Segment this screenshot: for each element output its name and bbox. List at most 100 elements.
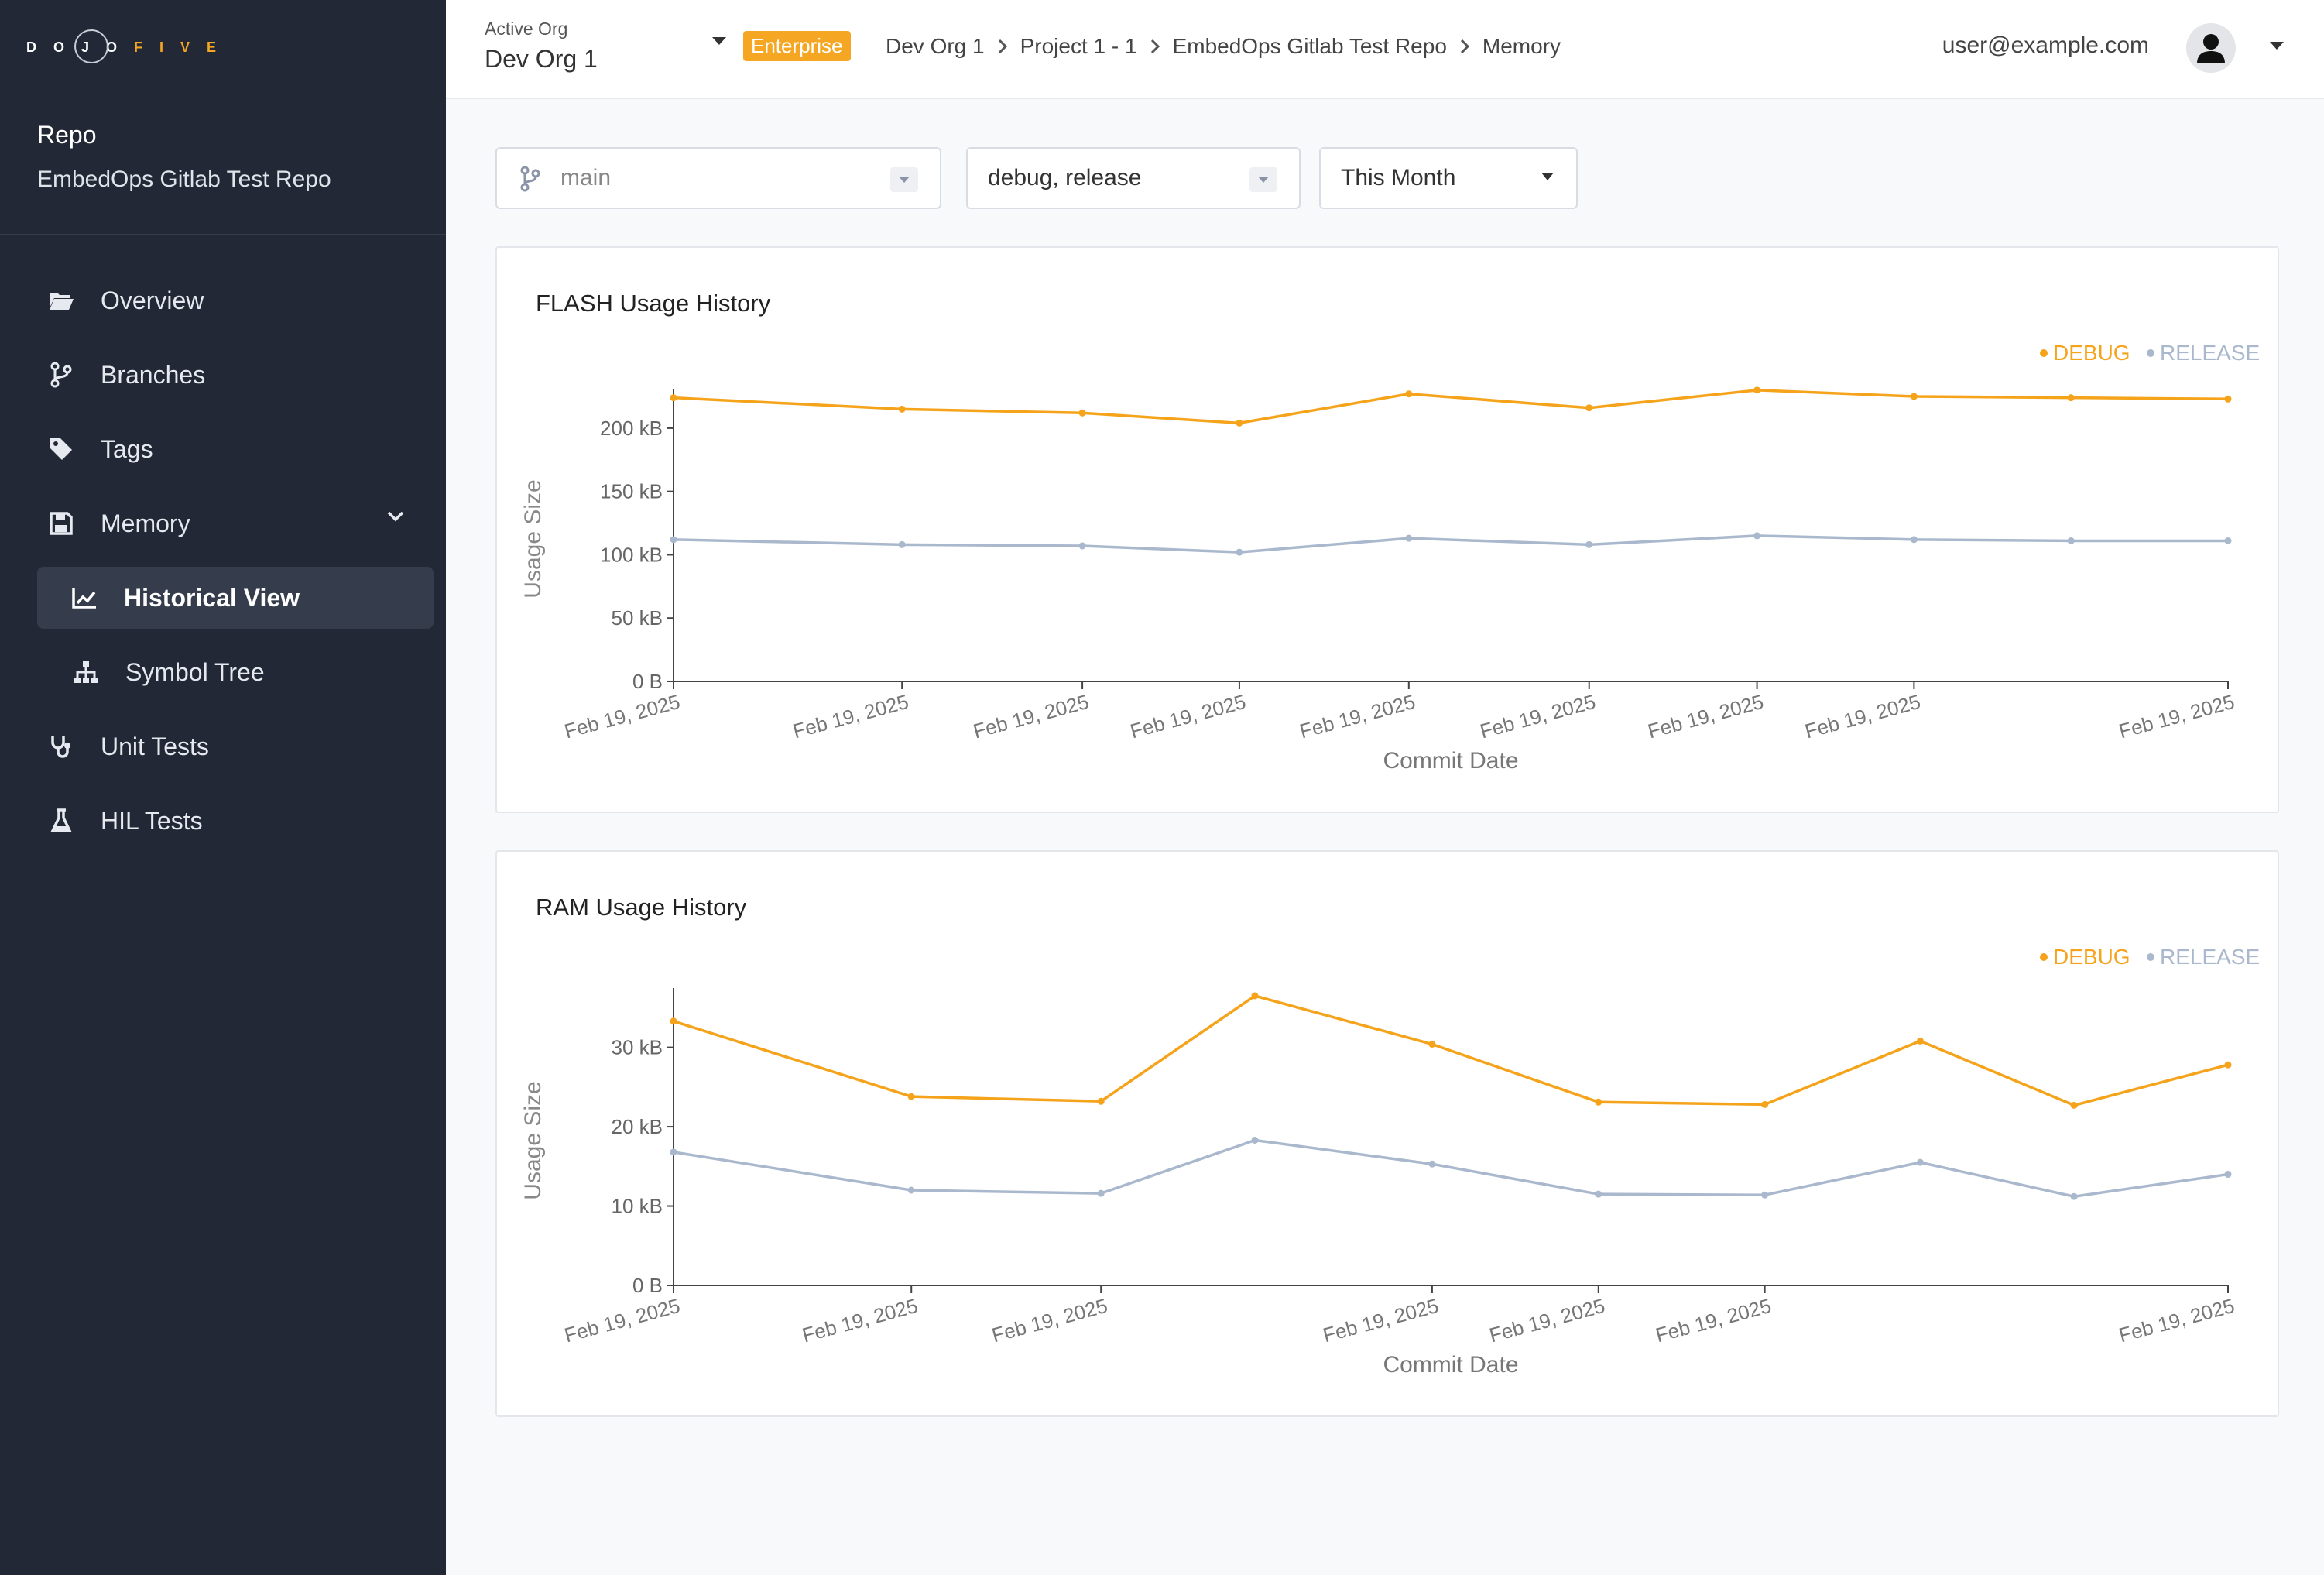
- data-point: [1916, 1158, 1924, 1166]
- y-tick-label: 0 B: [632, 670, 663, 693]
- stethoscope-icon: [48, 733, 74, 760]
- data-point: [1428, 1160, 1436, 1168]
- data-point: [2070, 1101, 2078, 1109]
- sidebar-item-memory[interactable]: Memory: [0, 486, 446, 561]
- data-point: [1585, 540, 1593, 548]
- legend-dot-debug: [2040, 953, 2048, 961]
- sidebar-item-hil-tests[interactable]: HIL Tests: [0, 784, 446, 858]
- sidebar-item-label: Symbol Tree: [125, 657, 265, 686]
- sitemap-icon: [73, 659, 99, 685]
- active-org-selector[interactable]: Dev Org 1: [485, 45, 598, 73]
- y-tick-label: 0 B: [632, 1274, 663, 1297]
- folder-open-icon: [48, 287, 74, 314]
- data-point: [1078, 409, 1086, 417]
- legend-label-release: RELEASE: [2160, 945, 2260, 969]
- data-point: [2224, 395, 2232, 403]
- sidebar-item-label: Overview: [101, 286, 204, 314]
- series-line-debug: [673, 994, 2229, 1107]
- top-bar: Active Org Dev Org 1 Enterprise Dev Org …: [446, 0, 2324, 99]
- flash-usage-chart: 0 B 50 kB 100 kB 150 kB 200 kB Feb 19, 2025 Fe…: [520, 341, 2260, 774]
- active-org-label: Active Org: [485, 19, 568, 39]
- branch-select-value: main: [560, 165, 612, 190]
- x-axis-label: Commit Date: [1383, 1352, 1518, 1378]
- legend-label-debug: DEBUG: [2053, 341, 2130, 365]
- data-point: [1251, 1136, 1259, 1144]
- legend-label-debug: DEBUG: [2053, 945, 2130, 969]
- data-point: [2224, 1061, 2232, 1069]
- y-tick-label: 200 kB: [600, 417, 663, 440]
- chart-title: RAM Usage History: [536, 894, 747, 921]
- x-tick-label: Feb 19, 2025: [2117, 1294, 2237, 1347]
- build-type-select[interactable]: debug, release: [966, 147, 1301, 209]
- data-point: [1405, 390, 1413, 398]
- plan-badge: Enterprise: [743, 31, 851, 61]
- data-point: [1595, 1098, 1602, 1106]
- sidebar-section-title: Repo: [37, 121, 97, 149]
- sidebar-item-overview[interactable]: Overview: [0, 263, 446, 338]
- breadcrumb-org[interactable]: Dev Org 1: [886, 34, 985, 58]
- y-tick-label: 100 kB: [600, 543, 663, 566]
- chevron-down-icon[interactable]: [386, 510, 406, 523]
- chevron-right-icon: [1150, 38, 1160, 55]
- y-tick-label: 30 kB: [612, 1036, 663, 1059]
- chevron-down-icon[interactable]: [1249, 167, 1277, 192]
- y-tick-label: 50 kB: [612, 606, 663, 630]
- date-range-select[interactable]: This Month: [1319, 147, 1578, 209]
- x-tick-label: Feb 19, 2025: [1321, 1294, 1441, 1347]
- data-point: [1428, 1041, 1436, 1048]
- logo-ring-icon: [74, 29, 108, 63]
- user-email[interactable]: user@example.com: [1942, 33, 2149, 58]
- dojofive-logo[interactable]: DOJO FIVE: [26, 23, 233, 71]
- sidebar-item-tags[interactable]: Tags: [0, 412, 446, 486]
- sidebar-item-historical-view[interactable]: Historical View: [37, 567, 434, 629]
- sidebar-item-label: Branches: [101, 360, 206, 389]
- data-point: [1761, 1191, 1769, 1199]
- caret-down-icon[interactable]: [1541, 172, 1554, 181]
- x-tick-label: Feb 19, 2025: [790, 690, 911, 743]
- sidebar-item-label: Memory: [101, 509, 190, 537]
- breadcrumb-project[interactable]: Project 1 - 1: [1020, 34, 1137, 58]
- breadcrumb-repo[interactable]: EmbedOps Gitlab Test Repo: [1172, 34, 1447, 58]
- y-tick-label: 150 kB: [600, 480, 663, 503]
- data-point: [1236, 419, 1243, 427]
- sidebar-item-label: Historical View: [124, 583, 300, 612]
- legend-dot-release: [2147, 349, 2154, 357]
- legend-label-release: RELEASE: [2160, 341, 2260, 365]
- legend-dot-debug: [2040, 349, 2048, 357]
- date-range-select-value: This Month: [1341, 165, 1456, 190]
- data-point: [1236, 548, 1243, 556]
- data-point: [670, 394, 677, 402]
- data-point: [1078, 542, 1086, 550]
- y-tick-label: 10 kB: [612, 1195, 663, 1218]
- x-tick-label: Feb 19, 2025: [562, 1294, 683, 1347]
- x-tick-label: Feb 19, 2025: [1487, 1294, 1608, 1347]
- x-tick-label: Feb 19, 2025: [2117, 690, 2237, 743]
- ram-usage-card: RAM Usage History 0 B 10 kB 20 kB 30 kB Feb …: [495, 850, 2279, 1417]
- sidebar-item-branches[interactable]: Branches: [0, 338, 446, 412]
- y-tick-label: 20 kB: [612, 1115, 663, 1138]
- user-caret-down-icon[interactable]: [2268, 40, 2285, 51]
- user-avatar-icon[interactable]: [2186, 23, 2236, 73]
- x-axis-label: Commit Date: [1383, 748, 1518, 774]
- chart-title: FLASH Usage History: [536, 290, 771, 317]
- y-axis-label: Usage Size: [520, 1081, 546, 1199]
- data-point: [1753, 386, 1761, 394]
- chevron-down-icon[interactable]: [890, 167, 918, 192]
- sidebar: DOJO FIVE Repo EmbedOps Gitlab Test Repo …: [0, 0, 446, 1575]
- data-point: [670, 1017, 677, 1025]
- data-point: [898, 405, 906, 413]
- data-point: [1585, 404, 1593, 412]
- x-tick-label: Feb 19, 2025: [989, 1294, 1110, 1347]
- data-point: [670, 536, 677, 544]
- x-tick-label: Feb 19, 2025: [1297, 690, 1418, 743]
- branch-select[interactable]: main: [495, 147, 941, 209]
- floppy-disk-icon: [48, 510, 74, 537]
- code-branch-icon: [48, 362, 74, 388]
- org-caret-down-icon[interactable]: [711, 36, 728, 46]
- ram-usage-chart: 0 B 10 kB 20 kB 30 kB Feb 19, 2025 Feb 19, 20…: [520, 945, 2260, 1378]
- x-tick-label: Feb 19, 2025: [1802, 690, 1923, 743]
- x-tick-label: Feb 19, 2025: [562, 690, 683, 743]
- sidebar-item-symbol-tree[interactable]: Symbol Tree: [0, 635, 446, 709]
- sidebar-item-unit-tests[interactable]: Unit Tests: [0, 709, 446, 784]
- series-line-debug: [673, 389, 2229, 425]
